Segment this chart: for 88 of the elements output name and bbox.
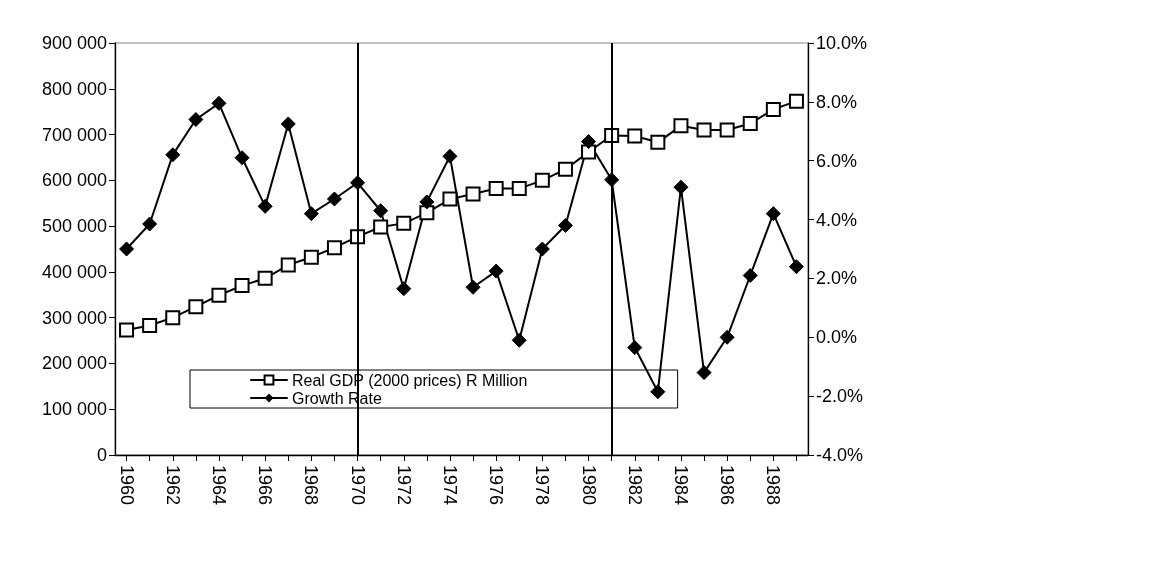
point [742,267,758,283]
y-tick-label: 0 [96,445,107,465]
point [280,257,296,273]
y2-tick-label: 4.0% [816,209,858,230]
y-tick-label: 300 000 [41,307,107,328]
point [396,281,412,297]
point [303,249,319,265]
y2-tick-label: -4.0% [816,445,864,465]
point [142,216,158,232]
y-tick-label: 500 000 [41,216,107,237]
point [557,217,573,233]
x-tick-label: 1964 [208,465,229,506]
point [673,179,689,195]
point [257,198,273,214]
point [188,299,204,315]
point [488,181,504,197]
x-tick-label: 1978 [532,465,553,506]
point [419,205,435,221]
point [326,191,342,207]
point [257,270,273,286]
x-tick-label: 1974 [439,465,460,506]
x-tick-label: 1988 [763,465,784,506]
x-tick-label: 1984 [670,465,691,506]
point [373,219,389,235]
point [396,215,412,231]
x-tick-label: 1980 [578,465,599,506]
point [627,340,643,356]
x-tick-label: 1976 [486,465,507,506]
point [280,116,296,132]
point [534,172,550,188]
x-tick-label: 1962 [162,465,183,506]
y2-tick-label: 8.0% [816,91,858,112]
y-tick-label: 900 000 [41,33,107,53]
y-tick-label: 700 000 [41,124,107,145]
point [211,287,227,303]
point [581,134,597,150]
point [696,365,712,381]
point [465,186,481,202]
point [142,317,158,333]
point [719,122,735,138]
point [465,279,481,295]
point [234,278,250,294]
point [442,191,458,207]
point [188,112,204,128]
point [650,384,666,400]
point [650,134,666,150]
y2-tick-label: 6.0% [816,150,858,171]
x-tick-label: 1982 [624,465,645,506]
point [719,329,735,345]
y-tick-label: 100 000 [41,399,107,420]
x-tick-label: 1968 [301,465,322,506]
point [119,322,135,338]
point [326,240,342,256]
point [119,241,135,257]
point [765,101,781,117]
y2-tick-label: 2.0% [816,268,858,289]
point [627,128,643,144]
point [788,259,804,275]
point [488,263,504,279]
point [534,241,550,257]
y2-tick-label: 0.0% [816,327,858,348]
point [419,194,435,210]
y-tick-label: 400 000 [41,261,107,282]
point [303,206,319,222]
y-tick-label: 200 000 [41,353,107,374]
y2-tick-label: -2.0% [816,386,864,407]
point [165,310,181,326]
point [742,116,758,132]
point [557,161,573,177]
y-tick-label: 800 000 [41,78,107,99]
x-tick-label: 1966 [255,465,276,506]
point [165,147,181,163]
point [442,148,458,164]
y2-tick-label: 10.0% [816,33,868,53]
x-tick-label: 1970 [347,465,368,506]
x-tick-label: 1960 [116,465,137,506]
point [696,122,712,138]
point [511,332,527,348]
point [511,181,527,197]
point [788,93,804,109]
x-tick-label: 1986 [717,465,738,506]
point [673,118,689,134]
point [373,203,389,219]
point [765,206,781,222]
point [234,150,250,166]
x-tick-label: 1972 [393,465,414,506]
y-tick-label: 600 000 [41,170,107,191]
point [211,95,227,111]
